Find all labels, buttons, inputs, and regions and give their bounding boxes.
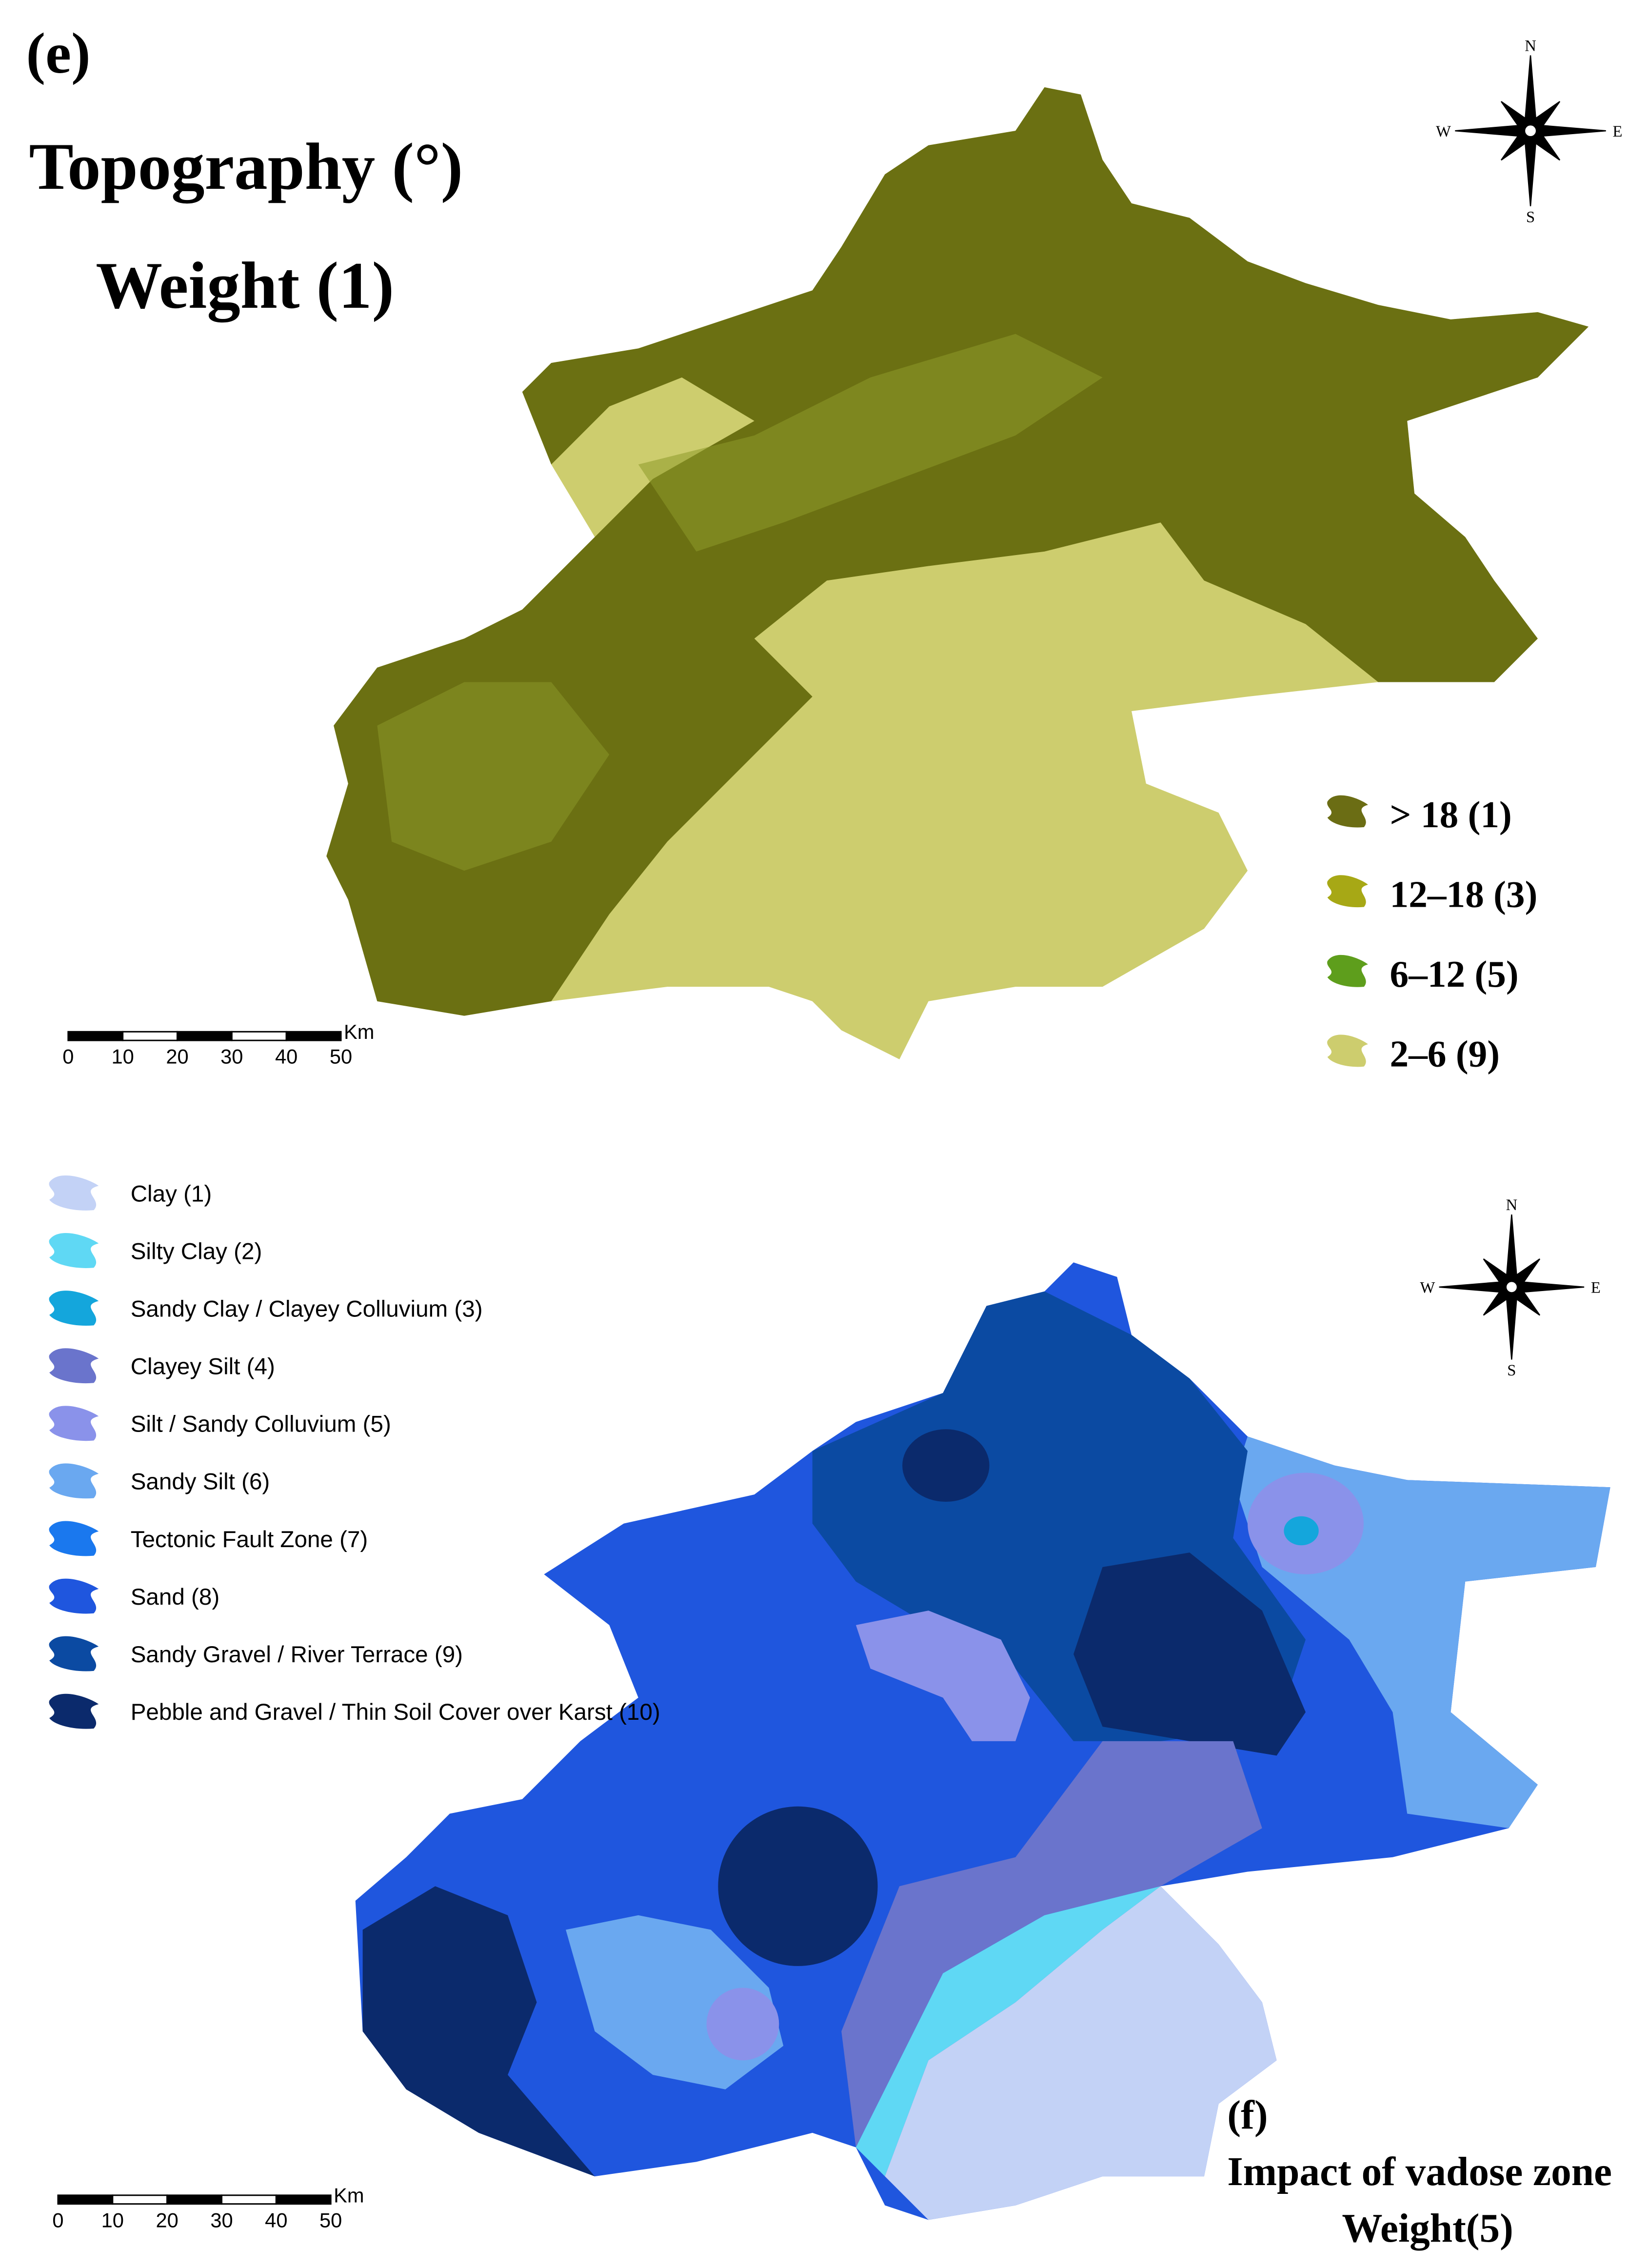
zone	[885, 1886, 1277, 2220]
legend-swatch	[1327, 955, 1368, 987]
legend-label: Clayey Silt (4)	[131, 1354, 275, 1380]
legend-label: Sandy Silt (6)	[131, 1469, 270, 1495]
scale-segment	[57, 2194, 114, 2205]
legend-swatch	[49, 1175, 99, 1211]
legend-swatch	[49, 1291, 99, 1326]
zone	[841, 1741, 1262, 2148]
legend-label: 6–12 (5)	[1390, 953, 1519, 995]
legend-swatch	[49, 1693, 99, 1729]
vadose-map	[355, 1262, 1610, 2220]
scale-unit: Km	[344, 1020, 374, 1043]
compass-s: S	[1526, 209, 1535, 226]
compass-e: E	[1591, 1279, 1601, 1297]
legend-label: Silty Clay (2)	[131, 1238, 262, 1264]
legend-swatch	[49, 1636, 99, 1671]
compass-center	[1505, 1280, 1518, 1294]
compass-w: W	[1436, 123, 1451, 140]
zone	[855, 1886, 1161, 2177]
scale-label: 40	[265, 2208, 287, 2231]
legend-label: Silt / Sandy Colluvium (5)	[131, 1412, 391, 1437]
scale-label: 0	[52, 2208, 63, 2231]
panel-label: (e)	[26, 21, 91, 85]
scale-segment	[285, 1031, 342, 1041]
scale-label: 10	[101, 2208, 124, 2231]
scale-unit: Km	[334, 2184, 364, 2207]
compass-center	[1524, 124, 1537, 138]
zone	[362, 1886, 595, 2177]
legend-swatch	[1327, 1035, 1368, 1067]
scale-segment	[176, 1031, 233, 1041]
legend-swatch	[49, 1348, 99, 1384]
scale-segment	[67, 1031, 124, 1041]
legend-label: Clay (1)	[131, 1181, 212, 1207]
legend-label: Sandy Gravel / River Terrace (9)	[131, 1642, 463, 1668]
zone	[855, 1611, 1030, 1741]
panel-weight: Weight (1)	[96, 248, 394, 322]
legend-swatch	[49, 1578, 99, 1614]
zone	[718, 1806, 878, 1966]
scale-segment	[231, 1031, 287, 1041]
hill-region	[377, 682, 610, 871]
panel-label: (f)	[1227, 2093, 1268, 2138]
scale-segment	[122, 1031, 178, 1041]
legend-label: Sandy Clay / Clayey Colluvium (3)	[131, 1296, 483, 1322]
hill-region	[638, 334, 1103, 552]
legend-label: 12–18 (3)	[1390, 873, 1538, 915]
scale-label: 0	[62, 1045, 74, 1068]
scale-label: 50	[330, 1045, 352, 1068]
scale-label: 40	[275, 1045, 298, 1068]
scale-label: 20	[166, 1045, 188, 1068]
scale-label: 20	[156, 2208, 179, 2231]
legend-swatch	[1327, 875, 1368, 908]
legend-label: Tectonic Fault Zone (7)	[131, 1527, 368, 1552]
compass-s: S	[1507, 1362, 1516, 1379]
legend-swatch	[49, 1463, 99, 1499]
panel-title: Impact of vadose zone	[1227, 2149, 1612, 2194]
scale-label: 50	[319, 2208, 342, 2231]
panel-title: Topography (°)	[29, 129, 463, 203]
scale-segment	[275, 2194, 332, 2205]
legend-label: 2–6 (9)	[1390, 1033, 1500, 1075]
compass-w: W	[1420, 1279, 1435, 1297]
legend-swatch	[49, 1406, 99, 1441]
compass-n: N	[1525, 38, 1536, 55]
topography-map	[326, 87, 1589, 1059]
legend-label: Sand (8)	[131, 1584, 219, 1610]
zone	[706, 1988, 779, 2061]
panel-weight: Weight(5)	[1342, 2206, 1513, 2251]
mountain-region	[326, 87, 1589, 1016]
compass-n: N	[1506, 1196, 1518, 1214]
legend-label: > 18 (1)	[1390, 794, 1512, 836]
zone	[1284, 1516, 1319, 1546]
scale-segment	[112, 2194, 168, 2205]
legend-swatch	[1327, 795, 1368, 828]
legend-swatch	[49, 1233, 99, 1268]
scale-label: 30	[210, 2208, 233, 2231]
zone	[902, 1429, 990, 1502]
legend-swatch	[49, 1521, 99, 1556]
scale-segment	[166, 2194, 222, 2205]
scale-segment	[221, 2194, 277, 2205]
scale-label: 30	[220, 1045, 243, 1068]
zone	[1073, 1552, 1306, 1756]
legend-label: Pebble and Gravel / Thin Soil Cover over…	[131, 1699, 660, 1725]
compass-e: E	[1613, 123, 1623, 140]
scale-label: 10	[111, 1045, 134, 1068]
